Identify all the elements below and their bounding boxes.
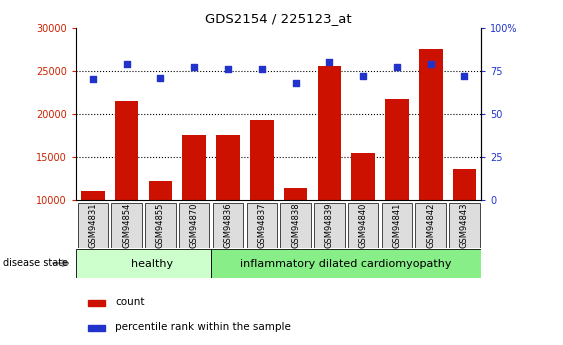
Bar — [211, 249, 481, 278]
FancyBboxPatch shape — [348, 203, 378, 248]
FancyBboxPatch shape — [213, 203, 243, 248]
Text: GSM94843: GSM94843 — [460, 203, 469, 248]
Text: GSM94841: GSM94841 — [392, 203, 401, 248]
Text: GSM94870: GSM94870 — [190, 203, 199, 248]
Bar — [115, 101, 138, 200]
FancyBboxPatch shape — [247, 203, 277, 248]
Bar — [81, 191, 105, 200]
Text: GSM94838: GSM94838 — [291, 203, 300, 248]
Text: GSM94837: GSM94837 — [257, 203, 266, 248]
Bar — [419, 49, 443, 200]
Point — [359, 73, 368, 79]
FancyBboxPatch shape — [179, 203, 209, 248]
Text: GSM94831: GSM94831 — [88, 203, 97, 248]
Bar — [250, 120, 274, 200]
Point — [122, 61, 131, 67]
Bar — [88, 325, 105, 331]
Point — [426, 61, 435, 67]
Text: inflammatory dilated cardiomyopathy: inflammatory dilated cardiomyopathy — [240, 259, 452, 268]
Text: GSM94839: GSM94839 — [325, 203, 334, 248]
FancyBboxPatch shape — [78, 203, 108, 248]
Bar — [182, 136, 206, 200]
FancyBboxPatch shape — [449, 203, 480, 248]
Point — [190, 65, 199, 70]
Point — [88, 77, 97, 82]
Text: disease state: disease state — [3, 258, 68, 268]
Text: GSM94855: GSM94855 — [156, 203, 165, 248]
Point — [224, 66, 233, 72]
FancyBboxPatch shape — [145, 203, 176, 248]
Text: GSM94836: GSM94836 — [224, 203, 233, 248]
Point — [325, 59, 334, 65]
Point — [392, 65, 401, 70]
Text: GSM94854: GSM94854 — [122, 203, 131, 248]
Text: GSM94842: GSM94842 — [426, 203, 435, 248]
FancyBboxPatch shape — [111, 203, 142, 248]
Text: healthy: healthy — [131, 259, 173, 268]
Bar — [385, 99, 409, 200]
Text: percentile rank within the sample: percentile rank within the sample — [115, 322, 291, 332]
Bar — [351, 152, 375, 200]
Text: GSM94840: GSM94840 — [359, 203, 368, 248]
Bar — [149, 181, 172, 200]
FancyBboxPatch shape — [415, 203, 446, 248]
Point — [460, 73, 469, 79]
Point — [291, 80, 300, 86]
Point — [257, 66, 266, 72]
Bar — [284, 188, 307, 200]
Bar — [453, 169, 476, 200]
Bar — [216, 136, 240, 200]
Bar — [88, 300, 105, 306]
FancyBboxPatch shape — [280, 203, 311, 248]
FancyBboxPatch shape — [314, 203, 345, 248]
Title: GDS2154 / 225123_at: GDS2154 / 225123_at — [205, 12, 352, 25]
Bar — [318, 66, 341, 200]
Point — [156, 75, 165, 80]
Text: count: count — [115, 297, 145, 307]
Bar — [76, 249, 211, 278]
FancyBboxPatch shape — [382, 203, 412, 248]
